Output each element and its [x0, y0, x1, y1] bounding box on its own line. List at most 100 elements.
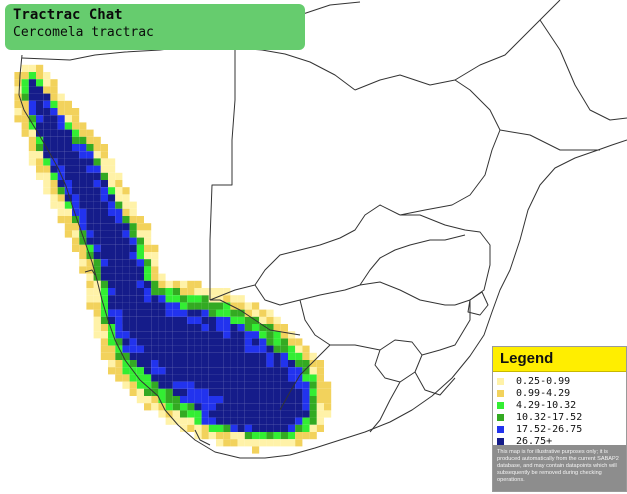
- distribution-cell: [144, 288, 152, 296]
- distribution-cell: [129, 237, 137, 245]
- distribution-cell: [108, 216, 116, 224]
- distribution-cell: [151, 259, 159, 267]
- distribution-cell: [266, 352, 274, 360]
- distribution-cell: [252, 403, 260, 411]
- distribution-cell: [93, 144, 101, 152]
- distribution-cell: [266, 424, 274, 432]
- distribution-cell: [144, 252, 152, 260]
- distribution-cell: [316, 403, 324, 411]
- distribution-cell: [72, 165, 80, 173]
- distribution-cell: [324, 381, 332, 389]
- distribution-cell: [237, 396, 245, 404]
- distribution-cell: [151, 244, 159, 252]
- distribution-cell: [151, 252, 159, 260]
- distribution-cell: [172, 417, 180, 425]
- distribution-cell: [64, 158, 72, 166]
- distribution-cell: [129, 266, 137, 274]
- distribution-cell: [180, 424, 188, 432]
- distribution-cell: [108, 237, 116, 245]
- distribution-cell: [194, 288, 202, 296]
- distribution-cell: [28, 108, 36, 116]
- distribution-cell: [280, 367, 288, 375]
- distribution-cell: [237, 374, 245, 382]
- distribution-cell: [129, 331, 137, 339]
- distribution-cell: [64, 223, 72, 231]
- distribution-cell: [201, 396, 209, 404]
- distribution-cell: [223, 424, 231, 432]
- distribution-cell: [302, 374, 310, 382]
- distribution-cell: [129, 352, 137, 360]
- distribution-cell: [295, 396, 303, 404]
- distribution-cell: [129, 208, 137, 216]
- distribution-cell: [194, 403, 202, 411]
- distribution-cell: [100, 273, 108, 281]
- distribution-cell: [309, 352, 317, 360]
- distribution-cell: [201, 316, 209, 324]
- distribution-cell: [144, 237, 152, 245]
- distribution-cell: [223, 360, 231, 368]
- distribution-cell: [136, 352, 144, 360]
- distribution-cell: [136, 237, 144, 245]
- distribution-cell: [93, 230, 101, 238]
- distribution-cell: [151, 288, 159, 296]
- legend-items: 0.25-0.99 0.99-4.29 4.29-10.32 10.32-17.…: [493, 372, 626, 447]
- distribution-cell: [43, 100, 51, 108]
- distribution-cell: [180, 360, 188, 368]
- distribution-cell: [129, 244, 137, 252]
- legend-title: Legend: [493, 347, 626, 372]
- distribution-cell: [223, 338, 231, 346]
- distribution-cell: [43, 72, 51, 80]
- distribution-cell: [280, 424, 288, 432]
- distribution-cell: [194, 324, 202, 332]
- distribution-cell: [100, 252, 108, 260]
- distribution-cell: [158, 324, 166, 332]
- distribution-cell: [208, 302, 216, 310]
- distribution-cell: [237, 367, 245, 375]
- distribution-cell: [302, 367, 310, 375]
- legend-item: 17.52-26.75: [497, 423, 626, 435]
- distribution-cell: [208, 381, 216, 389]
- distribution-cell: [172, 367, 180, 375]
- distribution-cell: [144, 244, 152, 252]
- distribution-cell: [79, 122, 87, 130]
- distribution-cell: [122, 360, 130, 368]
- distribution-cell: [208, 360, 216, 368]
- distribution-cell: [100, 158, 108, 166]
- distribution-cell: [129, 381, 137, 389]
- distribution-cell: [180, 288, 188, 296]
- distribution-cell: [21, 129, 29, 137]
- distribution-cell: [79, 252, 87, 260]
- distribution-cell: [187, 381, 195, 389]
- distribution-cell: [28, 129, 36, 137]
- distribution-cell: [122, 324, 130, 332]
- distribution-cell: [144, 324, 152, 332]
- distribution-cell: [136, 295, 144, 303]
- distribution-cell: [237, 432, 245, 440]
- distribution-cell: [187, 424, 195, 432]
- distribution-cell: [230, 295, 238, 303]
- distribution-cell: [79, 266, 87, 274]
- distribution-cell: [115, 266, 123, 274]
- distribution-cell: [259, 309, 267, 317]
- distribution-cell: [86, 201, 94, 209]
- distribution-cell: [216, 338, 224, 346]
- distribution-cell: [266, 388, 274, 396]
- distribution-cell: [266, 324, 274, 332]
- distribution-cell: [165, 417, 173, 425]
- distribution-cell: [252, 381, 260, 389]
- distribution-cell: [50, 86, 58, 94]
- distribution-cell: [288, 403, 296, 411]
- distribution-cell: [93, 288, 101, 296]
- distribution-cell: [316, 367, 324, 375]
- distribution-cell: [108, 201, 116, 209]
- distribution-cell: [273, 367, 281, 375]
- distribution-cell: [93, 244, 101, 252]
- lesotho-border: [374, 339, 423, 383]
- distribution-cell: [273, 432, 281, 440]
- distribution-cell: [252, 388, 260, 396]
- distribution-cell: [309, 432, 317, 440]
- distribution-cell: [216, 352, 224, 360]
- distribution-cell: [21, 93, 29, 101]
- distribution-cell: [36, 108, 44, 116]
